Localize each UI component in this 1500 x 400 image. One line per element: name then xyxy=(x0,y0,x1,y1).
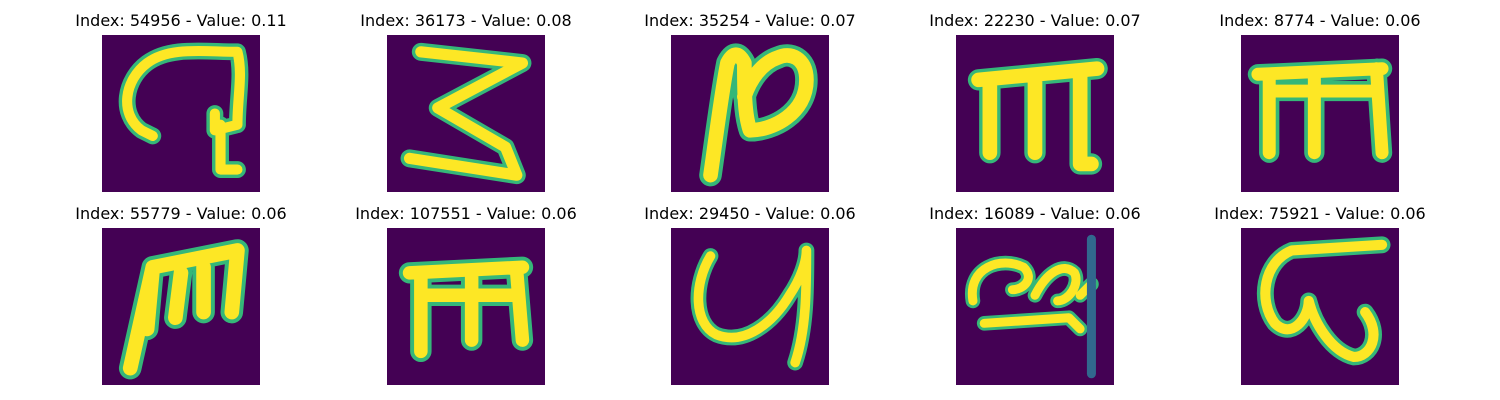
panel-title-10: Index: 75921 - Value: 0.06 xyxy=(1214,204,1426,223)
glyph-image-10 xyxy=(1241,228,1399,385)
glyph-image-3 xyxy=(671,35,829,192)
glyph-image-9 xyxy=(956,228,1114,385)
panel-title-9: Index: 16089 - Value: 0.06 xyxy=(929,204,1141,223)
glyph-image-4 xyxy=(956,35,1114,192)
glyph-image-1 xyxy=(102,35,260,192)
panel-title-2: Index: 36173 - Value: 0.08 xyxy=(360,11,572,30)
panel-title-3: Index: 35254 - Value: 0.07 xyxy=(644,11,856,30)
panel-title-8: Index: 29450 - Value: 0.06 xyxy=(644,204,856,223)
glyph-image-5 xyxy=(1241,35,1399,192)
glyph-image-2 xyxy=(387,35,545,192)
panel-title-1: Index: 54956 - Value: 0.11 xyxy=(75,11,287,30)
glyph-image-7 xyxy=(387,228,545,385)
glyph-image-8 xyxy=(671,228,829,385)
panel-title-5: Index: 8774 - Value: 0.06 xyxy=(1219,11,1421,30)
glyph-image-6 xyxy=(102,228,260,385)
panel-title-7: Index: 107551 - Value: 0.06 xyxy=(355,204,577,223)
panel-title-4: Index: 22230 - Value: 0.07 xyxy=(929,11,1141,30)
panel-title-6: Index: 55779 - Value: 0.06 xyxy=(75,204,287,223)
